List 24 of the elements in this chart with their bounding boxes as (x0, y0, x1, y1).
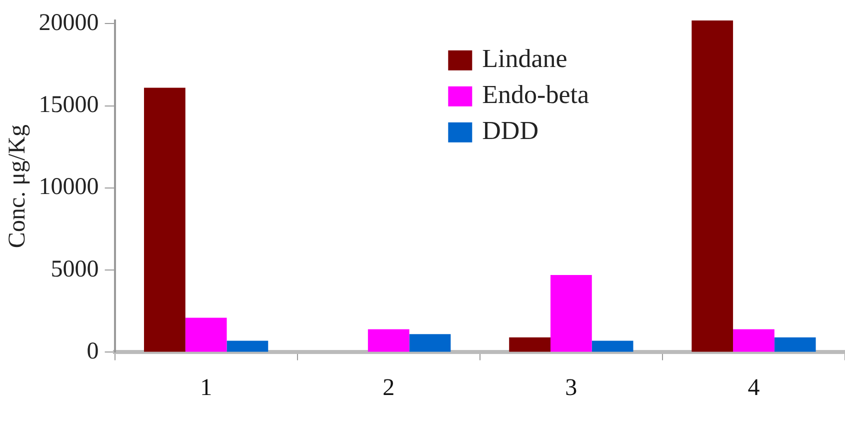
bar (692, 20, 734, 352)
x-tick-label: 1 (200, 374, 212, 401)
bar (185, 318, 227, 352)
bar (409, 334, 451, 352)
bar (733, 329, 774, 352)
bar (144, 88, 186, 352)
bar (368, 329, 410, 352)
bar (550, 275, 592, 352)
x-tick-label: 4 (748, 374, 760, 401)
y-tick-label: 15000 (38, 92, 99, 118)
bar (592, 340, 634, 352)
y-tick-label: 20000 (38, 10, 99, 36)
legend-label: Lindane (482, 44, 568, 74)
y-tick-label: 0 (86, 338, 99, 364)
x-tick-label: 3 (565, 374, 578, 401)
bar (509, 337, 550, 352)
x-tick-label: 2 (382, 374, 395, 401)
y-axis-title: Conc. μg/Kg (4, 124, 31, 248)
bar (226, 340, 268, 352)
bar (774, 337, 816, 352)
legend-label: Endo-beta (482, 80, 590, 110)
y-tick-label: 5000 (50, 256, 99, 282)
legend-label: DDD (482, 116, 538, 146)
y-tick-label: 10000 (38, 174, 99, 200)
